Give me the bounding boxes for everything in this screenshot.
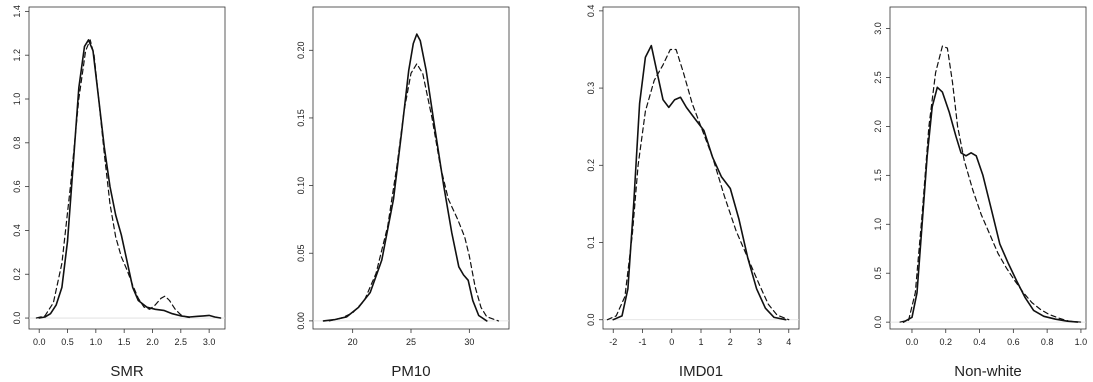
y-tick-label: 3.0 — [873, 22, 883, 35]
y-tick-label: 0.6 — [12, 180, 22, 193]
y-tick-label: 0.5 — [873, 267, 883, 280]
x-tick-label: 0.8 — [1041, 337, 1054, 347]
density-curves — [322, 33, 500, 322]
x-tick-label: 0.5 — [61, 337, 74, 347]
y-axis: 0.00 0.05 0.10 0.15 0.20 — [296, 42, 313, 330]
x-tick-label: 25 — [406, 337, 416, 347]
x-axis: 20 25 30 — [348, 329, 474, 347]
x-tick-label: 2.5 — [175, 337, 188, 347]
x-tick-label: -2 — [609, 337, 617, 347]
y-tick-label: 1.2 — [12, 49, 22, 62]
y-tick-label: 0.00 — [296, 312, 306, 330]
x-tick-label: 0.6 — [1007, 337, 1020, 347]
y-tick-label: 1.4 — [12, 5, 22, 18]
y-tick-label: 0.4 — [586, 5, 596, 18]
y-axis: 0.0 0.5 1.0 1.5 2.0 2.5 3.0 — [873, 22, 890, 328]
x-axis: 0.0 0.2 0.4 0.6 0.8 1.0 — [906, 329, 1087, 347]
y-tick-label: 1.0 — [873, 218, 883, 231]
density-curve-solid — [612, 44, 787, 321]
density-curves — [899, 45, 1082, 323]
x-tick-label: 3 — [757, 337, 762, 347]
x-axis: 0.0 0.5 1.0 1.5 2.0 2.5 3.0 — [33, 329, 215, 347]
y-tick-label: 0.20 — [296, 42, 306, 60]
plot-frame — [28, 6, 226, 330]
y-tick-label: 0.2 — [586, 159, 596, 172]
x-tick-label: -1 — [638, 337, 646, 347]
x-tick-label: 0.0 — [906, 337, 919, 347]
x-axis-title: IMD01 — [679, 363, 723, 380]
panel-smr: 0.0 0.5 1.0 1.5 2.0 2.5 3.0 0.0 0.2 0.4 0.6 0.8 1.0… — [12, 5, 226, 380]
x-tick-label: 1 — [698, 337, 703, 347]
y-tick-label: 1.5 — [873, 169, 883, 182]
y-tick-label: 2.0 — [873, 120, 883, 133]
y-tick-label: 0.2 — [12, 268, 22, 281]
x-tick-label: 4 — [786, 337, 791, 347]
y-tick-label: 0.05 — [296, 244, 306, 262]
x-tick-label: 0.2 — [940, 337, 953, 347]
panel-pm10: 20 25 30 0.00 0.05 0.10 0.15 0.20 PM10 — [296, 6, 510, 380]
density-curve-solid — [38, 39, 222, 319]
x-tick-label: 0.0 — [33, 337, 46, 347]
density-curve-dashed — [606, 48, 790, 321]
x-tick-label: 0 — [669, 337, 674, 347]
x-axis: -2 -1 0 1 2 3 4 — [609, 329, 791, 347]
y-tick-label: 0.8 — [12, 137, 22, 150]
y-tick-label: 0.1 — [586, 236, 596, 249]
density-curve-dashed — [35, 39, 193, 319]
y-tick-label: 0.15 — [296, 109, 306, 127]
density-curve-dashed — [328, 63, 500, 322]
x-axis-title: PM10 — [391, 363, 430, 380]
y-tick-label: 0.4 — [12, 224, 22, 237]
x-tick-label: 3.0 — [203, 337, 216, 347]
plot-frame — [602, 6, 800, 330]
x-axis-title: Non-white — [954, 363, 1022, 380]
y-axis: 0.0 0.2 0.4 0.6 0.8 1.0 1.2 1.4 — [12, 5, 29, 324]
x-tick-label: 1.0 — [1075, 337, 1088, 347]
x-tick-label: 2.0 — [146, 337, 159, 347]
x-tick-label: 0.4 — [973, 337, 986, 347]
density-curves — [35, 39, 222, 319]
x-tick-label: 1.5 — [118, 337, 131, 347]
y-tick-label: 1.0 — [12, 93, 22, 106]
y-tick-label: 0.0 — [12, 312, 22, 325]
y-axis: 0.0 0.1 0.2 0.3 0.4 — [586, 5, 603, 326]
density-curve-solid — [322, 33, 488, 322]
x-tick-label: 20 — [348, 337, 358, 347]
y-tick-label: 0.10 — [296, 177, 306, 195]
panel-imd01: -2 -1 0 1 2 3 4 0.0 0.1 0.2 0.3 0.4 IMD01 — [586, 5, 800, 380]
x-tick-label: 1.0 — [90, 337, 103, 347]
x-axis-title: SMR — [110, 363, 144, 380]
y-tick-label: 0.3 — [586, 82, 596, 95]
plot-frame — [889, 6, 1087, 330]
density-curves — [606, 44, 790, 321]
panel-non-white: 0.0 0.2 0.4 0.6 0.8 1.0 0.0 0.5 1.0 1.5 2.0 2.5 3.0… — [873, 6, 1087, 380]
x-tick-label: 30 — [464, 337, 474, 347]
y-tick-label: 2.5 — [873, 71, 883, 84]
y-tick-label: 0.0 — [586, 313, 596, 326]
x-tick-label: 2 — [728, 337, 733, 347]
y-tick-label: 0.0 — [873, 316, 883, 329]
density-curve-dashed — [899, 45, 1082, 323]
